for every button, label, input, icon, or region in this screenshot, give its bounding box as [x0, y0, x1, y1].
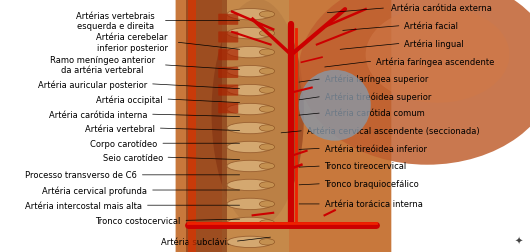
Ellipse shape	[211, 0, 304, 227]
Ellipse shape	[227, 236, 273, 247]
Ellipse shape	[227, 28, 273, 40]
FancyBboxPatch shape	[186, 0, 227, 252]
Ellipse shape	[299, 0, 530, 165]
Ellipse shape	[366, 8, 509, 103]
Ellipse shape	[299, 71, 371, 141]
Text: Corpo carotídeo: Corpo carotídeo	[91, 139, 157, 148]
Ellipse shape	[259, 201, 275, 207]
Text: Ramo meníngeo anterior
da artéria vertebral: Ramo meníngeo anterior da artéria verteb…	[50, 56, 155, 75]
FancyBboxPatch shape	[189, 0, 196, 252]
Ellipse shape	[227, 199, 273, 210]
Text: Artéria carótida comum: Artéria carótida comum	[324, 109, 425, 118]
Ellipse shape	[259, 50, 275, 56]
Text: Processo transverso de C6: Processo transverso de C6	[25, 171, 137, 180]
FancyBboxPatch shape	[218, 68, 238, 79]
Ellipse shape	[259, 88, 275, 94]
Text: Artéria subclávia: Artéria subclávia	[161, 237, 232, 246]
FancyBboxPatch shape	[218, 15, 238, 26]
Ellipse shape	[259, 182, 275, 188]
Text: Artéria carótida interna: Artéria carótida interna	[49, 110, 147, 119]
Text: Artéria lingual: Artéria lingual	[404, 39, 464, 49]
Ellipse shape	[227, 66, 273, 78]
Ellipse shape	[227, 142, 273, 153]
FancyBboxPatch shape	[175, 0, 391, 252]
FancyBboxPatch shape	[218, 50, 238, 61]
Text: Artéria tireóidea inferior: Artéria tireóidea inferior	[324, 144, 427, 153]
Text: Artéria torácica interna: Artéria torácica interna	[324, 200, 422, 209]
Text: ✦: ✦	[514, 236, 522, 246]
Ellipse shape	[259, 12, 275, 18]
Text: Seio carotídeo: Seio carotídeo	[102, 153, 163, 162]
Text: Artéria auricular posterior: Artéria auricular posterior	[38, 80, 147, 89]
Text: Artéria cerebelar
inferior posterior: Artéria cerebelar inferior posterior	[96, 33, 168, 52]
Text: Tronco tireocervical: Tronco tireocervical	[324, 162, 407, 171]
Ellipse shape	[227, 10, 273, 21]
Text: Artéria intercostal mais alta: Artéria intercostal mais alta	[25, 201, 142, 210]
Ellipse shape	[227, 104, 273, 115]
Text: Artéria faríngea ascendente: Artéria faríngea ascendente	[376, 57, 494, 67]
Ellipse shape	[227, 217, 273, 229]
Text: Artéria occipital: Artéria occipital	[96, 95, 163, 104]
FancyBboxPatch shape	[222, 0, 289, 252]
Ellipse shape	[259, 69, 275, 75]
Ellipse shape	[259, 106, 275, 113]
Ellipse shape	[259, 125, 275, 132]
Ellipse shape	[259, 220, 275, 226]
Text: Artérias vertebrais
esquerda e direita: Artérias vertebrais esquerda e direita	[76, 12, 155, 31]
FancyBboxPatch shape	[218, 103, 238, 114]
FancyBboxPatch shape	[218, 85, 238, 96]
Text: Artéria laríngea superior: Artéria laríngea superior	[324, 75, 428, 84]
Text: Artéria tireóidea superior: Artéria tireóidea superior	[324, 92, 431, 102]
Ellipse shape	[259, 239, 275, 245]
Text: Tronco braquiocefálico: Tronco braquiocefálico	[324, 179, 419, 188]
Text: Artéria vertebral: Artéria vertebral	[85, 124, 155, 133]
Ellipse shape	[259, 144, 275, 151]
FancyBboxPatch shape	[218, 32, 238, 43]
Ellipse shape	[227, 85, 273, 97]
Ellipse shape	[259, 31, 275, 37]
Ellipse shape	[259, 163, 275, 170]
Text: Artéria facial: Artéria facial	[404, 22, 458, 31]
Text: Tronco costocervical: Tronco costocervical	[95, 216, 181, 225]
Ellipse shape	[227, 47, 273, 58]
Ellipse shape	[227, 180, 273, 191]
Text: Artéria cervical profunda: Artéria cervical profunda	[42, 185, 147, 195]
Ellipse shape	[227, 123, 273, 134]
Text: Artéria cervical ascendente (seccionada): Artéria cervical ascendente (seccionada)	[306, 127, 479, 136]
Text: Artéria carótida externa: Artéria carótida externa	[391, 4, 492, 13]
Ellipse shape	[227, 161, 273, 172]
